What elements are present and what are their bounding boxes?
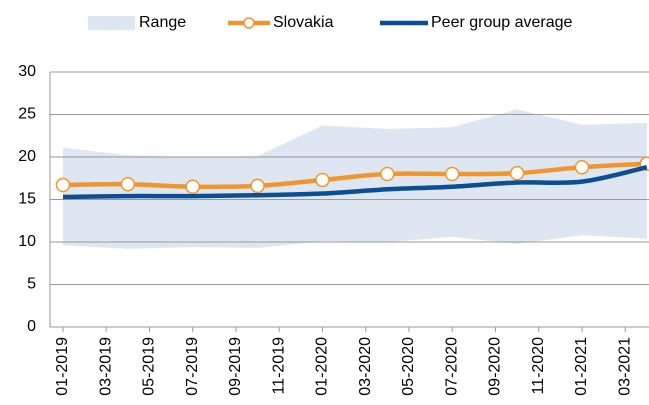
- series-marker: [120, 176, 136, 192]
- series-marker: [250, 178, 265, 194]
- x-tick-label: 03-2021: [616, 337, 633, 396]
- series-marker: [444, 166, 460, 182]
- x-tick-label: 07-2019: [184, 337, 201, 396]
- series-line: [62, 165, 648, 200]
- series-marker: [185, 179, 200, 194]
- y-tick-label: 0: [27, 318, 36, 335]
- x-tick-label: 09-2020: [487, 337, 504, 396]
- x-tick-label: 07-2020: [443, 337, 460, 396]
- x-tick-label: 03-2019: [97, 337, 114, 396]
- series-marker: [574, 159, 590, 175]
- y-tick-label: 10: [18, 233, 36, 250]
- series-line: [62, 161, 647, 190]
- legend-swatch: [88, 16, 135, 30]
- y-tick-label: 30: [18, 63, 36, 80]
- x-tick-label: 09-2019: [227, 337, 244, 396]
- series-marker: [509, 165, 525, 181]
- x-tick-label: 01-2019: [54, 337, 71, 396]
- x-tick-label: 01-2020: [314, 337, 331, 396]
- legend-marker: [243, 17, 255, 29]
- x-tick-label: 01-2021: [573, 337, 590, 396]
- range-area: [62, 109, 647, 249]
- x-tick-label: 05-2019: [141, 337, 158, 396]
- y-tick-label: 25: [18, 106, 36, 123]
- y-tick-label: 5: [27, 276, 36, 293]
- x-tick-label: 03-2020: [357, 337, 374, 396]
- legend-label: Range: [139, 14, 186, 31]
- y-tick-label: 20: [18, 148, 36, 165]
- x-tick-label: 11-2020: [530, 337, 547, 395]
- legend-label: Peer group average: [431, 14, 573, 31]
- series-marker: [315, 172, 330, 188]
- series-marker: [55, 177, 71, 193]
- y-tick-label: 15: [18, 191, 36, 208]
- legend-label: Slovakia: [273, 14, 334, 31]
- series-marker: [380, 166, 395, 182]
- x-tick-label: 05-2020: [400, 337, 417, 396]
- x-tick-label: 11-2019: [270, 337, 287, 395]
